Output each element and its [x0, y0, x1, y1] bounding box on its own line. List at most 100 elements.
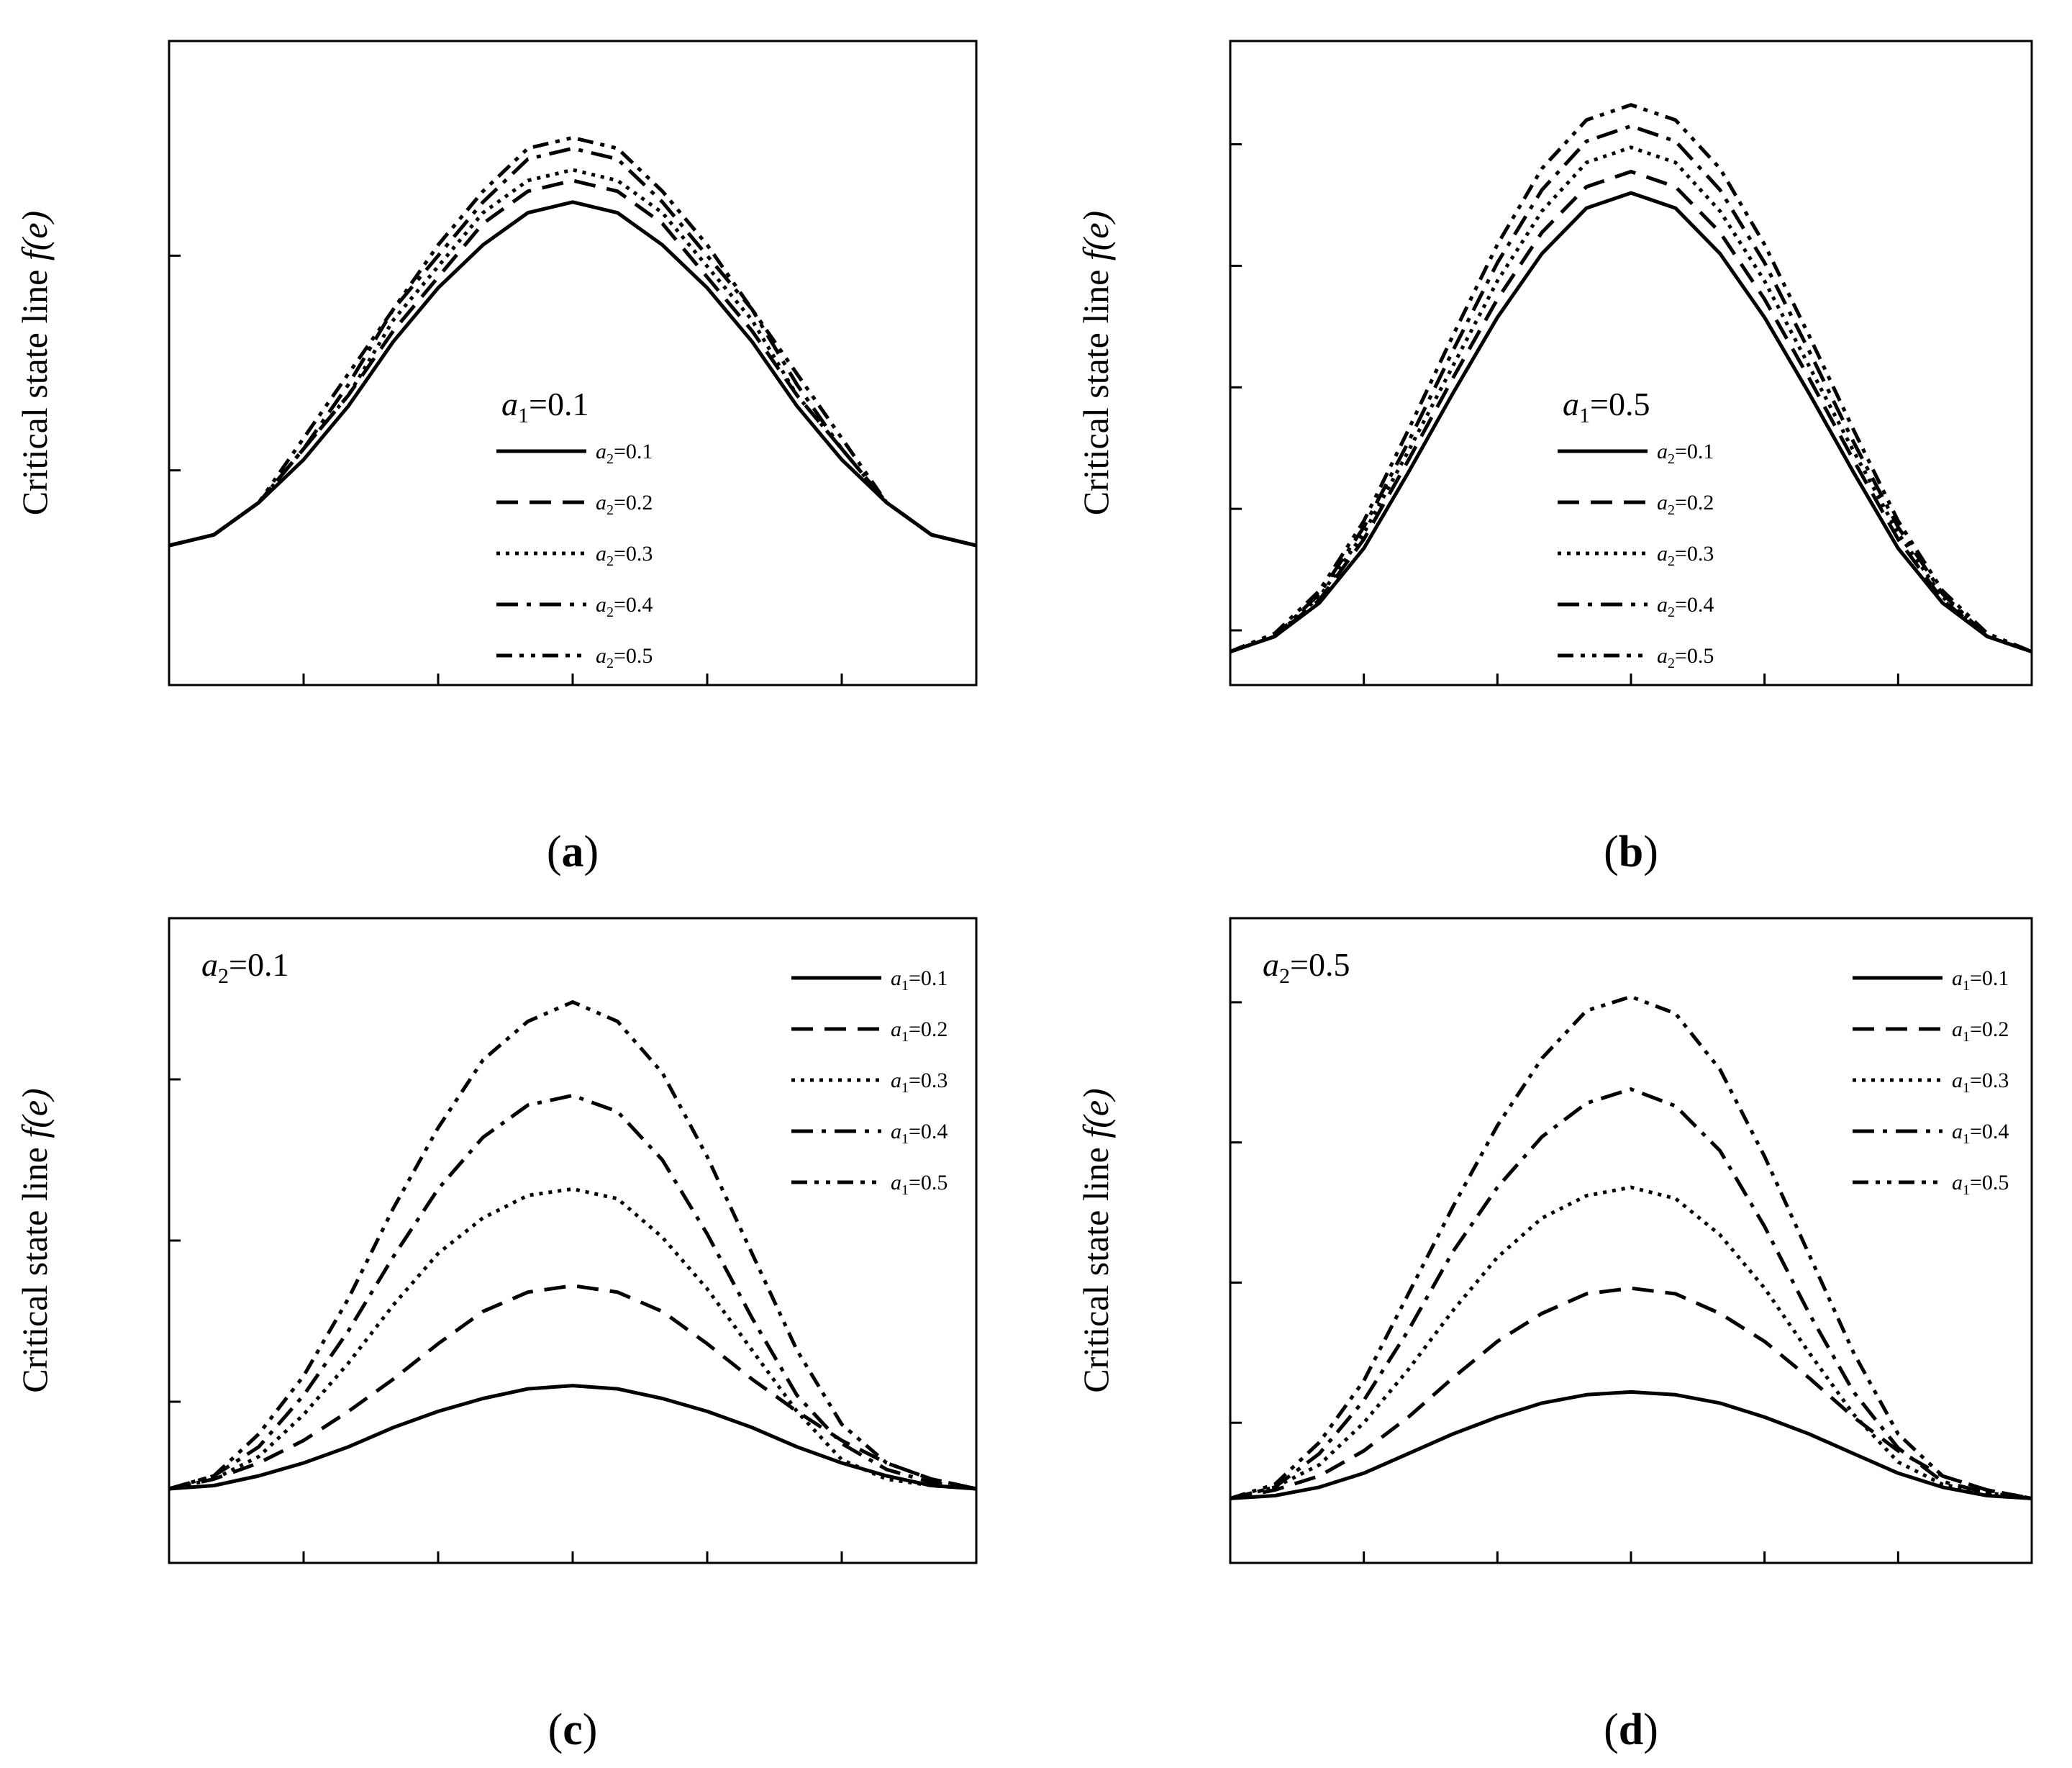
y-axis-title-main: Critical state line — [1076, 260, 1116, 515]
panel-caption: (a) — [547, 828, 599, 876]
series-line-a2=0.1 — [168, 200, 977, 548]
series-line-a2=0.5 — [1230, 103, 2032, 653]
legend-var: a — [891, 1017, 901, 1041]
legend-sub: 2 — [606, 656, 614, 671]
legend-label: a1=0.4 — [1952, 1120, 2009, 1147]
series-line-a2=0.4 — [1230, 124, 2032, 653]
panel-note: a2=0.5 — [1263, 946, 1350, 988]
note-var: a — [201, 946, 218, 983]
legend-eq: =0.4 — [1970, 1120, 2009, 1143]
caption-paren: ( — [1604, 1705, 1619, 1754]
series-line-a2=0.4 — [168, 146, 977, 548]
legend-var: a — [1952, 966, 1963, 990]
legend-label: a1=0.1 — [891, 966, 948, 994]
note-var: a — [1263, 946, 1279, 983]
series-line-a2=0.3 — [168, 168, 977, 548]
series-line-a2=0.2 — [168, 178, 977, 548]
legend-label: a2=0.5 — [596, 644, 653, 671]
caption-paren: ( — [1604, 828, 1619, 876]
legend-eq: =0.2 — [1970, 1017, 2009, 1041]
legend-eq: =0.3 — [909, 1069, 948, 1092]
legend-eq: =0.2 — [614, 491, 653, 514]
y-axis-title-func: f(e) — [14, 1088, 55, 1138]
series-line-a2=0.5 — [168, 135, 977, 548]
legend-var: a — [1952, 1120, 1963, 1143]
legend-label: a2=0.4 — [1657, 593, 1714, 620]
caption-paren: ) — [1643, 828, 1658, 876]
y-axis-title-func: f(e) — [1076, 1088, 1116, 1138]
panel-c: Critical state line f(e)(c)a2=0.1 a1=0.1a… — [14, 917, 978, 1754]
legend-var: a — [1657, 644, 1668, 668]
legend-label: a2=0.1 — [596, 440, 653, 467]
series-line-a2=0.2 — [1230, 170, 2032, 653]
caption-letter: b — [1619, 828, 1643, 876]
legend-eq: =0.4 — [1675, 593, 1714, 617]
legend-label: a1=0.3 — [1952, 1069, 2009, 1096]
series-line-a1=0.1 — [1230, 1390, 2032, 1500]
legend-eq: =0.3 — [614, 542, 653, 566]
legend-var: a — [1657, 440, 1668, 463]
legend-sub: 1 — [901, 1182, 909, 1198]
y-axis-title-func: f(e) — [14, 211, 55, 260]
y-axis-title-main: Critical state line — [14, 1138, 55, 1393]
legend-sub: 2 — [1668, 604, 1675, 620]
legend-label: a2=0.3 — [1657, 542, 1714, 569]
note-var: a — [1563, 386, 1579, 422]
series-line-a1=0.2 — [1230, 1286, 2032, 1500]
legend-sub: 2 — [606, 553, 614, 569]
legend-label: a1=0.2 — [891, 1017, 948, 1045]
y-axis-title: Critical state line f(e) — [14, 1088, 55, 1392]
legend-var: a — [596, 542, 606, 566]
legend-eq: =0.3 — [1675, 542, 1714, 566]
legend-var: a — [891, 1069, 901, 1092]
legend-var: a — [596, 440, 606, 463]
legend-sub: 1 — [901, 1029, 909, 1045]
legend-eq: =0.5 — [614, 644, 653, 668]
legend-label: a2=0.4 — [596, 593, 653, 620]
legend-sub: 2 — [606, 451, 614, 467]
panel-caption: (d) — [1604, 1705, 1658, 1754]
legend-sub: 2 — [1668, 451, 1675, 467]
legend-sub: 1 — [901, 1131, 909, 1147]
y-axis-title-func: f(e) — [1076, 211, 1116, 260]
legend-sub: 1 — [1963, 1131, 1970, 1147]
legend-eq: =0.1 — [1675, 440, 1714, 463]
legend-var: a — [1952, 1017, 1963, 1041]
panel-note: a2=0.1 — [201, 946, 288, 988]
legend-var: a — [596, 593, 606, 617]
legend-var: a — [1952, 1171, 1963, 1194]
legend-label: a2=0.2 — [1657, 491, 1714, 518]
note-sub: 2 — [1279, 964, 1290, 988]
legend-sub: 2 — [606, 502, 614, 518]
caption-paren: ) — [583, 1705, 598, 1754]
panel-a: Critical state line f(e)(a)a1=0.1a2=0.1a… — [14, 40, 978, 876]
legend-var: a — [891, 1120, 901, 1143]
series-line-a1=0.1 — [168, 1384, 977, 1491]
legend-var: a — [1657, 491, 1668, 514]
y-axis-title: Critical state line f(e) — [1076, 1088, 1116, 1392]
series-line-a1=0.3 — [168, 1187, 977, 1491]
legend-var: a — [1657, 542, 1668, 566]
legend-eq: =0.1 — [909, 966, 948, 990]
panel-caption: (b) — [1604, 828, 1658, 876]
legend-eq: =0.2 — [1675, 491, 1714, 514]
caption-paren: ( — [548, 1705, 563, 1754]
legend-eq: =0.4 — [909, 1120, 948, 1143]
legend-sub: 2 — [1668, 553, 1675, 569]
panel-note: a1=0.5 — [1563, 386, 1650, 427]
series-line-a2=0.3 — [1230, 145, 2032, 653]
note-var: a — [501, 386, 518, 422]
note-eq: =0.1 — [229, 946, 288, 983]
plot-frame — [1229, 40, 2033, 686]
panel-b: Critical state line f(e)(b)a1=0.5a2=0.1a… — [1076, 40, 2033, 876]
legend-eq: =0.5 — [909, 1171, 948, 1194]
legend-sub: 1 — [901, 978, 909, 994]
legend-label: a2=0.3 — [596, 542, 653, 569]
legend-var: a — [891, 1171, 901, 1194]
legend-sub: 1 — [901, 1080, 909, 1096]
legend-label: a1=0.2 — [1952, 1017, 2009, 1045]
legend-sub: 2 — [1668, 656, 1675, 671]
series-line-a2=0.1 — [1230, 191, 2032, 653]
caption-paren: ( — [547, 828, 562, 876]
